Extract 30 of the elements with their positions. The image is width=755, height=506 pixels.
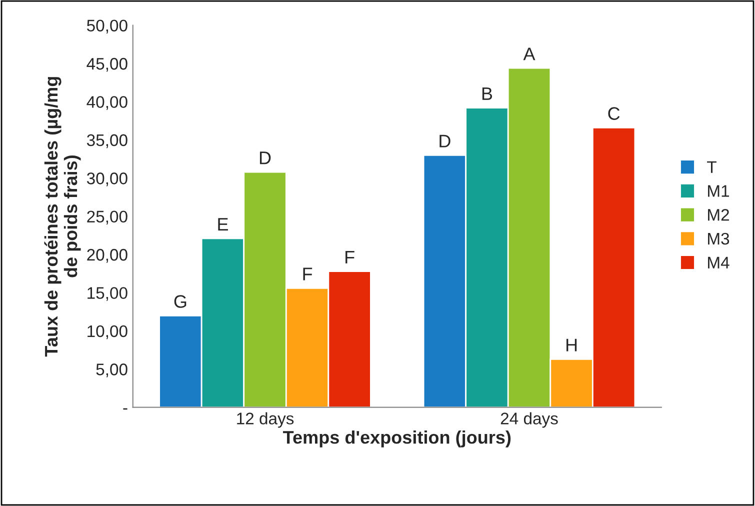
y-tick-label: 35,00 xyxy=(86,134,128,148)
y-tick-label: 15,00 xyxy=(88,287,128,301)
y-tick-label: - xyxy=(123,408,128,410)
y-tick-label: 10,00 xyxy=(88,325,128,340)
legend-label: M1 xyxy=(708,185,730,197)
data-label: F xyxy=(346,250,354,264)
x-tick-label: 24 days xyxy=(500,412,558,428)
y-tick-label: 50,00 xyxy=(86,20,128,34)
y-axis-title: Taux de protéines totales (µg/mg de poids frais) xyxy=(44,77,81,357)
legend-label: M4 xyxy=(708,256,730,268)
data-label: F xyxy=(303,268,312,280)
y-tick-label: 30,00 xyxy=(86,172,128,186)
y-tick-label: 40,00 xyxy=(86,96,128,110)
legend-label: T xyxy=(707,161,716,173)
data-label: C xyxy=(608,107,620,120)
x-axis-title: Temps d'exposition (jours) xyxy=(283,430,511,448)
data-label: E xyxy=(218,218,228,231)
y-tick-label: 20,00 xyxy=(87,248,128,263)
y-tick-label: 25,00 xyxy=(87,210,128,224)
legend-label: M3 xyxy=(708,232,730,245)
y-tick-label: 45,00 xyxy=(86,58,128,72)
x-tick-label: 12 days xyxy=(237,412,294,428)
data-label: H xyxy=(566,338,577,352)
data-label: B xyxy=(482,87,492,100)
data-label: D xyxy=(440,134,450,148)
data-label: D xyxy=(260,152,271,164)
data-label: A xyxy=(523,48,536,60)
y-tick-label: 5,00 xyxy=(96,364,128,378)
data-label: G xyxy=(174,295,186,308)
legend-label: M2 xyxy=(708,208,729,221)
